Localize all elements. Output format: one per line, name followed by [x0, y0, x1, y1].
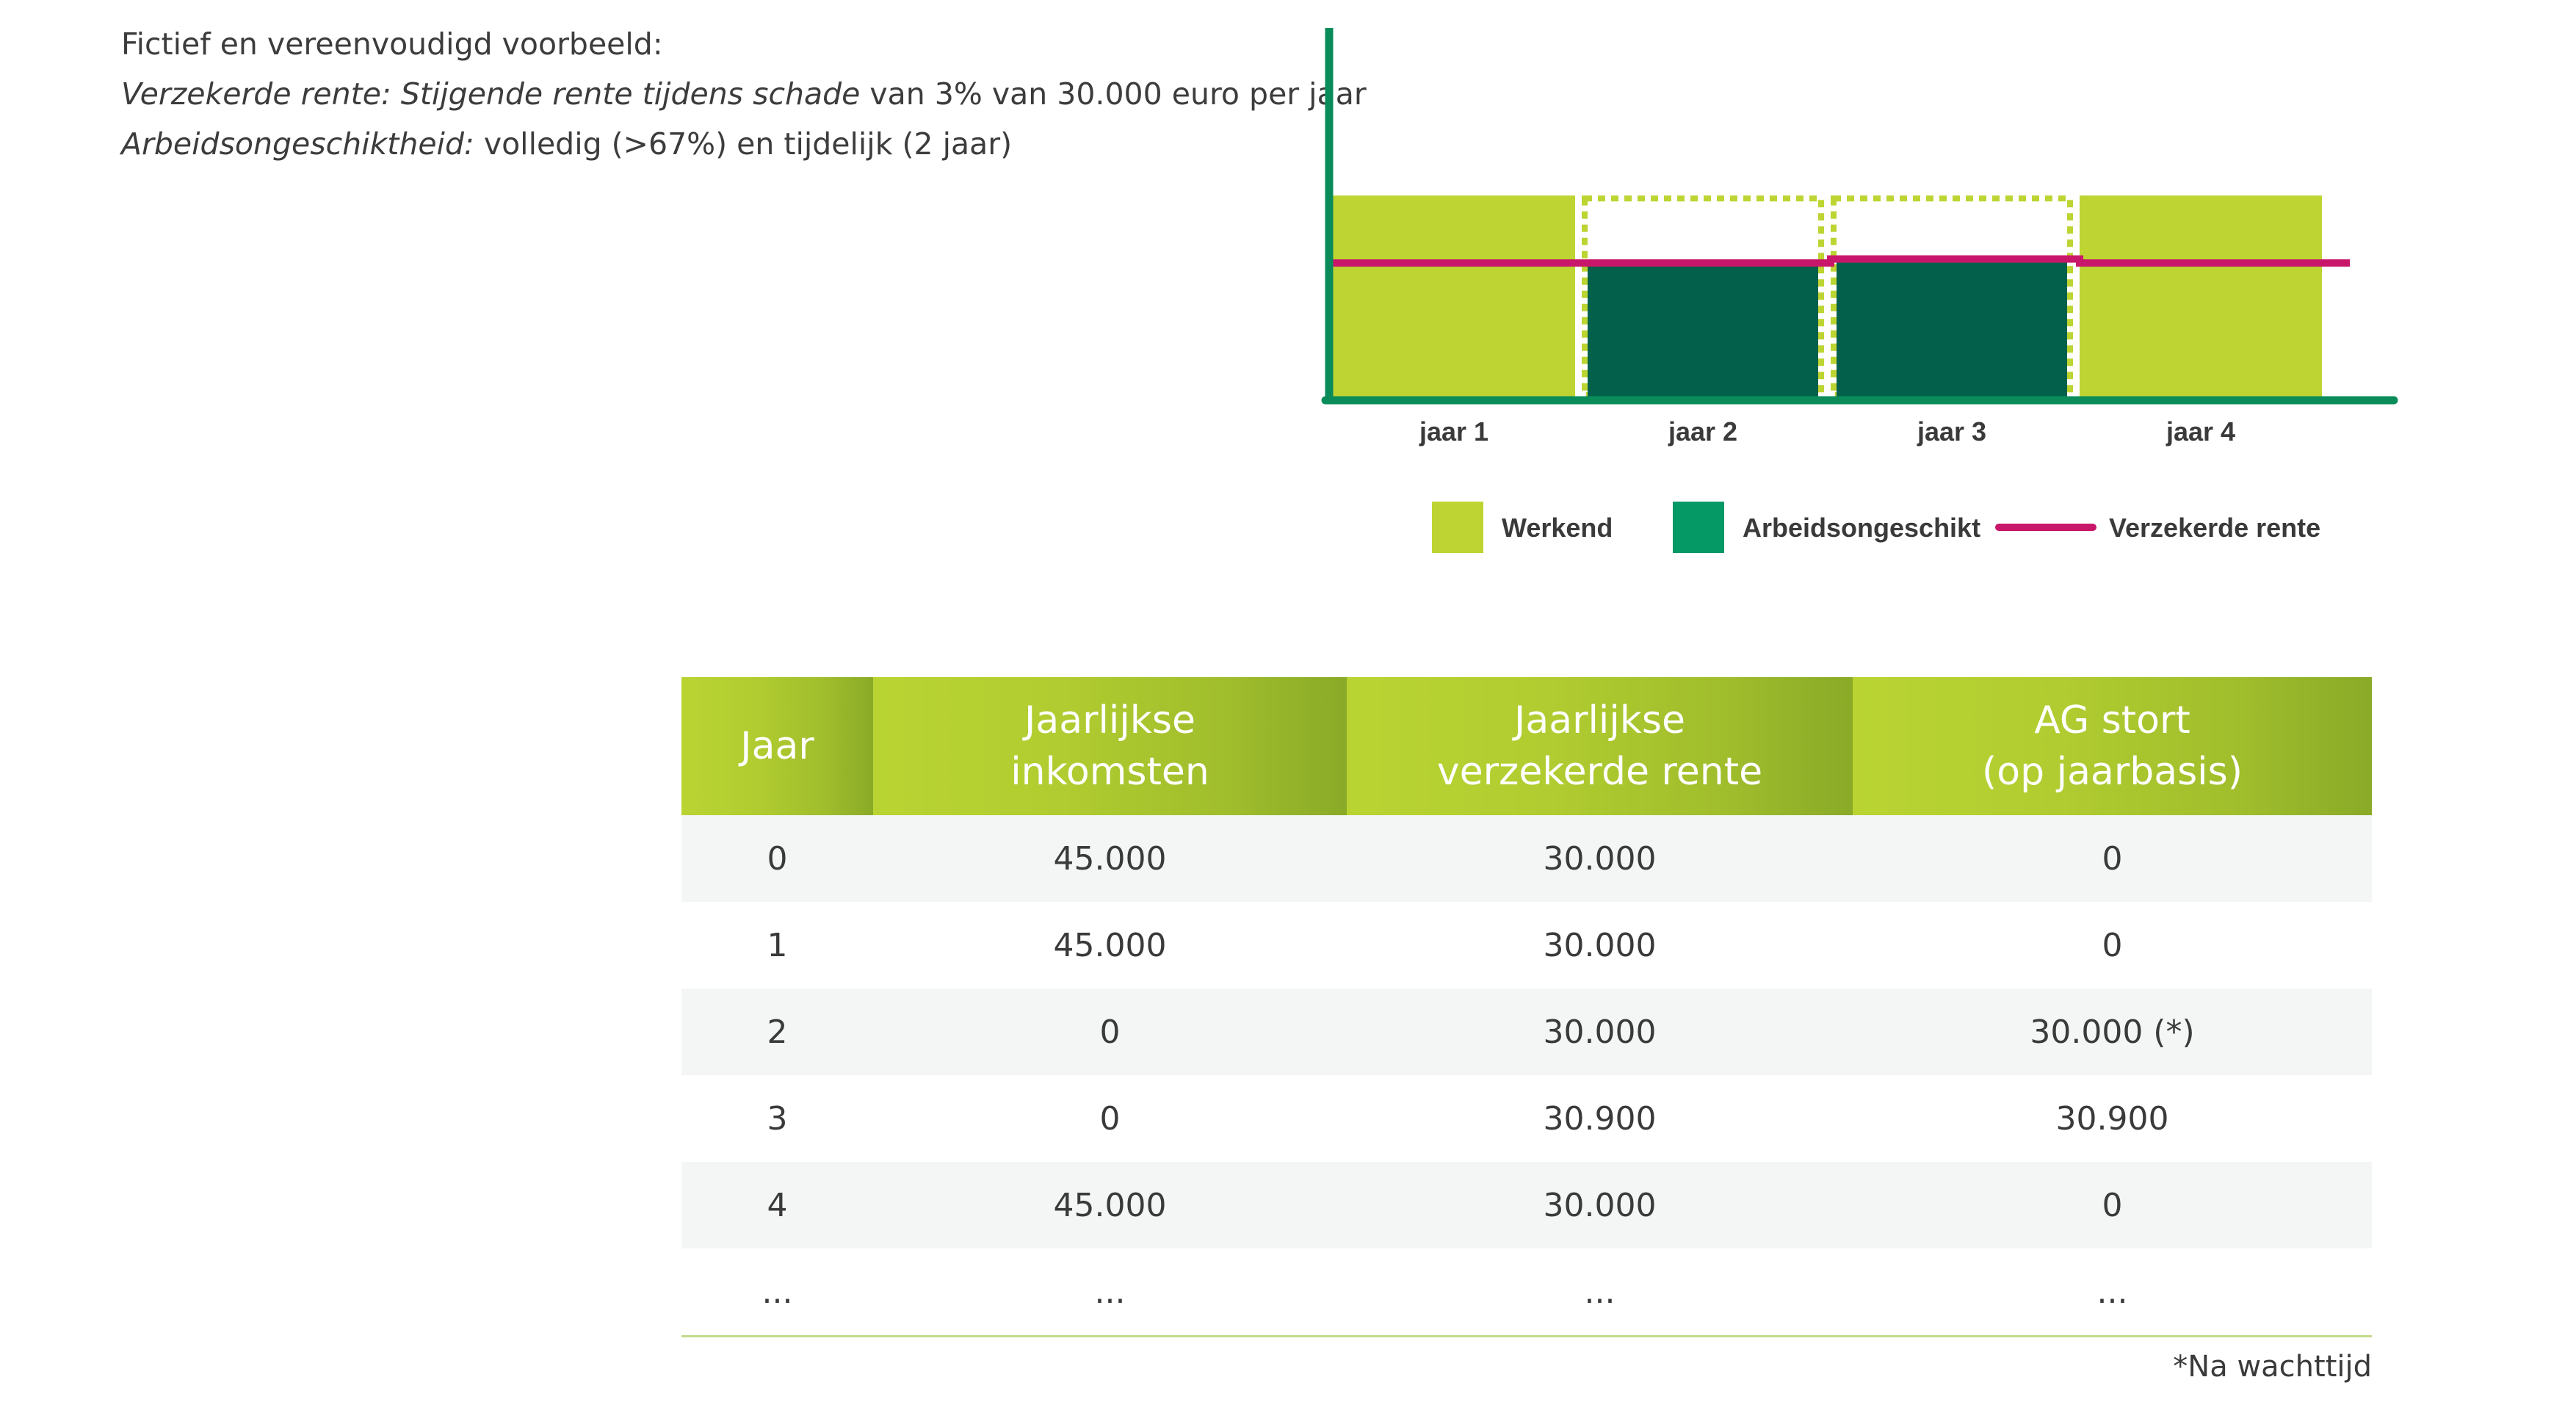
table-row: 4 45.000 30.000 0 — [681, 1162, 2372, 1248]
line-verzekerde-rente — [1329, 255, 2350, 267]
header-cell-0: Jaar — [681, 677, 873, 815]
table-row: 0 45.000 30.000 0 — [681, 815, 2372, 902]
table-cell: 30.000 (*) — [1853, 989, 2372, 1075]
footnote: *Na wachttijd — [2173, 1350, 2372, 1384]
header-cell-2: Jaarlijkse verzekerde rente — [1347, 677, 1853, 815]
table-cell: ... — [873, 1248, 1347, 1337]
table-cell: 0 — [1853, 1162, 2372, 1248]
table-cell: 4 — [681, 1162, 873, 1248]
table-cell: 30.000 — [1347, 989, 1853, 1075]
legend-label: Arbeidsongeschikt — [1743, 513, 1980, 543]
table-cell: ... — [1347, 1248, 1853, 1337]
table-cell: 3 — [681, 1075, 873, 1162]
legend-swatch — [1432, 502, 1483, 553]
header-cell-line: inkomsten — [1010, 750, 1209, 794]
table-cell: 45.000 — [873, 902, 1347, 989]
table-row: 1 45.000 30.000 0 — [681, 902, 2372, 989]
table-header: Jaar Jaarlijkse inkomsten Jaarlijkse verzeke… — [681, 677, 2372, 815]
disability-label: Arbeidsongeschiktheid: — [121, 126, 474, 162]
insured-rate-label: Verzekerde rente: Stijgende rente tijden… — [121, 76, 861, 112]
table-cell: ... — [681, 1248, 873, 1337]
header-cell-line: Jaarlijkse — [1514, 698, 1685, 742]
income-table: Jaar Jaarlijkse inkomsten Jaarlijkse verzeke… — [681, 677, 2372, 1337]
missing-income-outline — [1831, 195, 2073, 398]
table-cell: 0 — [873, 989, 1347, 1075]
table-cell: 30.000 — [1347, 1162, 1853, 1248]
missing-income-outline — [1582, 195, 1824, 398]
table-cell: 45.000 — [873, 1162, 1347, 1248]
header-cell-1: Jaarlijkse inkomsten — [873, 677, 1347, 815]
table-cell: 0 — [681, 815, 873, 902]
bar-arbeidsongeschikt — [1837, 259, 2067, 398]
table-cell: 1 — [681, 902, 873, 989]
header-cell-line: Jaar — [740, 724, 814, 768]
table-cell: 30.000 — [1347, 815, 1853, 902]
insured-rate-text: van 3% van 30.000 euro per jaar — [860, 76, 1367, 112]
table-cell: 2 — [681, 989, 873, 1075]
header-cell-line: (op jaarbasis) — [1982, 750, 2243, 794]
table-cell: 0 — [1853, 815, 2372, 902]
table-cell: 45.000 — [873, 815, 1347, 902]
table-cell: 30.900 — [1853, 1075, 2372, 1162]
table-header-row: Jaar Jaarlijkse inkomsten Jaarlijkse verzeke… — [681, 677, 2372, 815]
legend-label: Verzekerde rente — [2109, 513, 2320, 543]
table-cell: 0 — [1853, 902, 2372, 989]
bar-werkend — [2080, 195, 2322, 398]
table-row: ............ — [681, 1248, 2372, 1337]
bar-werkend — [1333, 195, 1575, 398]
table-body: 0 45.000 30.000 0 1 45.000 30.000 0 2 0 30.000 30.0… — [681, 815, 2372, 1337]
disability-text: volledig (>67%) en tijdelijk (2 jaar) — [474, 126, 1013, 162]
table-row: 3 0 30.900 30.900 — [681, 1075, 2372, 1162]
table-cell: 0 — [873, 1075, 1347, 1162]
header-cell-line: AG stort — [2034, 698, 2190, 742]
header-cell-line: verzekerde rente — [1436, 750, 1763, 794]
x-tick-label: jaar 1 — [1419, 416, 1488, 447]
legend-label: Werkend — [1502, 513, 1613, 543]
x-tick-label: jaar 2 — [1668, 416, 1737, 447]
table-cell: ... — [1853, 1248, 2372, 1337]
intro-line-1: Fictief en vereenvoudigd voorbeeld: — [121, 26, 663, 62]
header-cell-line: Jaarlijkse — [1024, 698, 1195, 742]
intro-line-2: Verzekerde rente: Stijgende rente tijden… — [121, 69, 1367, 119]
table-cell: 30.000 — [1347, 902, 1853, 989]
income-chart: jaar 1 jaar 2 jaar 3 jaar 4 Werkend Arbeidson… — [1321, 28, 2398, 553]
x-tick-label: jaar 3 — [1917, 416, 1986, 447]
header-cell-3: AG stort (op jaarbasis) — [1853, 677, 2372, 815]
intro-text: Fictief en vereenvoudigd voorbeeld: Verz… — [121, 19, 1367, 169]
legend-swatch — [1673, 502, 1724, 553]
bar-arbeidsongeschikt — [1588, 263, 1818, 398]
table-row: 2 0 30.000 30.000 (*) — [681, 989, 2372, 1075]
x-tick-label: jaar 4 — [2166, 416, 2235, 447]
table-cell: 30.900 — [1347, 1075, 1853, 1162]
income-table-wrapper: Jaar Jaarlijkse inkomsten Jaarlijkse verzeke… — [681, 677, 2372, 1337]
intro-line-3: Arbeidsongeschiktheid: volledig (>67%) e… — [121, 119, 1367, 169]
